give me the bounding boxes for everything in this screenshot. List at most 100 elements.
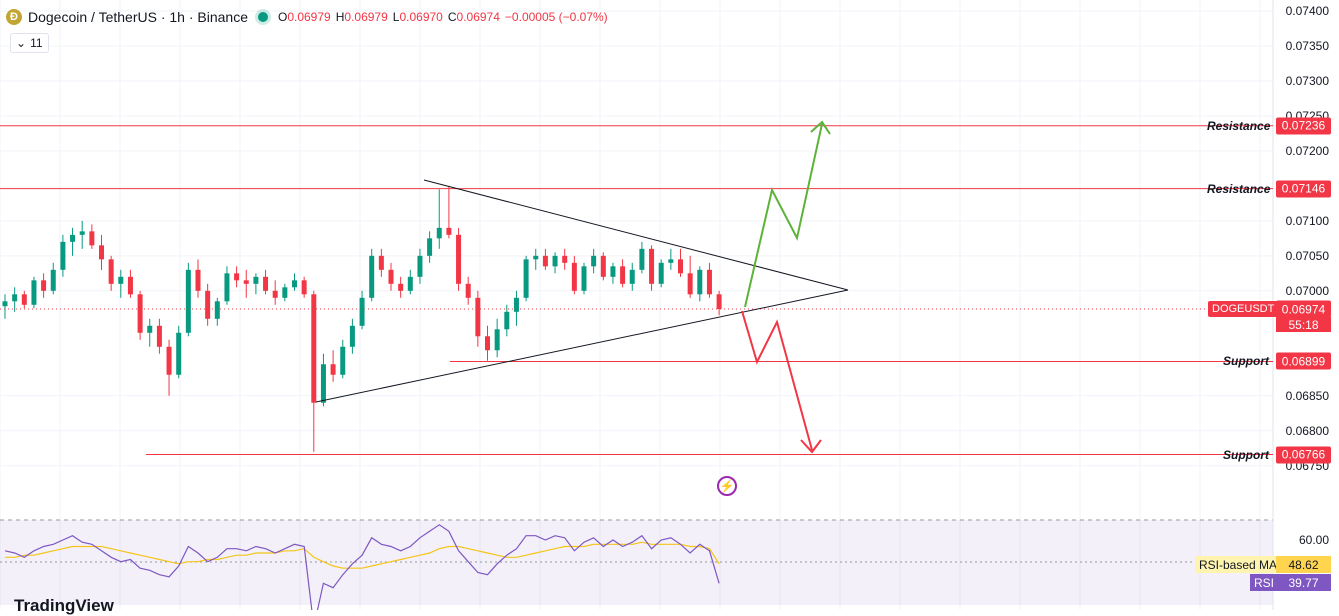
candle-body: [166, 346, 172, 375]
candle-body: [658, 262, 664, 284]
candle: [205, 283, 211, 326]
bar-countdown: 55:18: [1276, 317, 1331, 332]
candle-body: [388, 269, 394, 284]
candle-body: [330, 364, 336, 375]
ohlc-open: O0.06979: [277, 10, 331, 24]
candle: [378, 248, 384, 277]
symbol-title[interactable]: Dogecoin / TetherUS · 1h · Binance: [28, 9, 248, 25]
candle-body: [301, 280, 307, 295]
bearish-path: [741, 310, 813, 451]
candle-body: [70, 234, 76, 242]
candle-body: [629, 269, 635, 284]
candle: [166, 339, 172, 396]
candle: [542, 248, 548, 270]
candle-body: [417, 255, 423, 277]
candle: [697, 266, 703, 302]
indicator-count: 11: [30, 36, 43, 50]
indicators-toggle-button[interactable]: ⌄ 11: [10, 33, 49, 53]
candle: [600, 252, 606, 281]
candle-body: [224, 273, 230, 302]
candle: [108, 255, 114, 291]
candle-body: [687, 273, 693, 295]
candle: [311, 290, 317, 452]
candle: [41, 273, 47, 298]
price-axis-label: 0.07300: [1285, 73, 1329, 88]
candle: [456, 227, 462, 291]
candle: [533, 248, 539, 270]
candle: [504, 304, 510, 337]
candle-body: [552, 255, 558, 267]
candle: [562, 248, 568, 270]
candle: [436, 189, 442, 249]
candle: [282, 283, 288, 302]
candle-body: [118, 276, 124, 284]
candle: [118, 269, 124, 298]
candle-body: [562, 255, 568, 263]
candle-body: [542, 255, 548, 267]
candle-body: [504, 311, 510, 330]
candle-body: [639, 248, 645, 270]
candle: [60, 234, 66, 277]
candle-body: [99, 245, 104, 260]
candle: [581, 262, 587, 295]
rsi-label: RSI: [1250, 574, 1279, 591]
candle: [417, 248, 423, 284]
price-axis-label: 0.07400: [1285, 4, 1329, 18]
support-label: Support: [1223, 354, 1269, 369]
candle-body: [678, 259, 683, 274]
current-price-tag: 0.06974: [1276, 300, 1331, 318]
candle: [224, 266, 230, 305]
tradingview-logo: TradingView: [14, 596, 114, 615]
candle-body: [320, 364, 326, 403]
candle: [214, 297, 220, 326]
candle-body: [349, 325, 355, 347]
rsi-value: 39.77: [1276, 574, 1331, 591]
market-open-icon: [257, 12, 268, 22]
candle: [89, 224, 95, 249]
candle-body: [523, 259, 529, 298]
rsi-ma-value: 48.62: [1276, 556, 1331, 573]
candle: [369, 248, 375, 302]
candle-body: [195, 269, 201, 291]
candle-body: [485, 336, 490, 351]
candle: [359, 290, 365, 330]
candles: [2, 185, 722, 452]
bullish-path: [744, 123, 823, 308]
candle: [668, 248, 674, 270]
candle: [253, 273, 259, 295]
candle: [639, 241, 645, 274]
candle: [388, 262, 394, 291]
candle-body: [21, 294, 27, 305]
symbol-legend[interactable]: Ð Dogecoin / TetherUS · 1h · Binance O0.…: [6, 6, 613, 28]
candle-body: [533, 255, 539, 260]
candle: [156, 318, 162, 354]
candle-body: [31, 280, 37, 305]
candle-body: [620, 266, 626, 284]
bullish-projection: [744, 120, 831, 308]
candle: [649, 245, 655, 291]
candle-body: [610, 266, 616, 277]
candle: [571, 255, 577, 295]
lower-trendline: [315, 289, 849, 403]
support-price-tag: 0.06899: [1276, 352, 1331, 370]
candle: [658, 259, 664, 288]
price-axis-label: 0.07050: [1285, 248, 1329, 263]
level-lines: [0, 125, 1273, 456]
candle: [475, 290, 481, 347]
candle-body: [263, 276, 269, 291]
candle: [330, 350, 336, 382]
chevron-down-icon: ⌄: [16, 36, 27, 50]
candle-body: [706, 269, 712, 295]
candle-body: [176, 332, 182, 375]
candle-body: [137, 294, 143, 333]
resistance-price-tag: 0.07236: [1276, 117, 1331, 135]
resistance-price-tag: 0.07146: [1276, 180, 1331, 198]
flash-icon[interactable]: ⚡: [717, 476, 737, 496]
candle-body: [311, 294, 317, 403]
ohlc-low: L0.06970: [392, 10, 443, 24]
bullish-arrowhead: [810, 120, 831, 135]
candle: [243, 269, 249, 298]
candle: [427, 231, 433, 263]
candle: [513, 290, 519, 326]
